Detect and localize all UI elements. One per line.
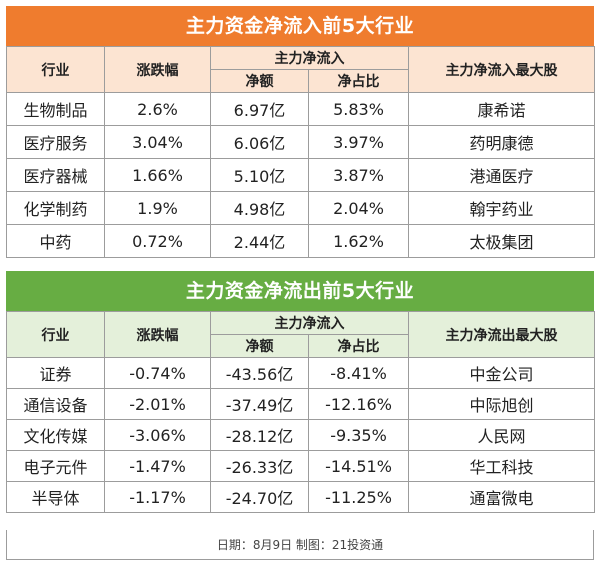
table-row: 文化传媒 -3.06% -28.12亿 -9.35% 人民网 [6,419,595,451]
cell-amount: -37.49亿 [210,388,309,420]
table-row: 医疗服务 3.04% 6.06亿 3.97% 药明康德 [6,125,595,159]
header-group: 主力净流入 [210,311,409,335]
cell-amount: 4.98亿 [210,191,309,225]
outflow-table: 行业 涨跌幅 主力净流入 主力净流出最大股 净额 净占比 证券 -0.74% -… [6,311,595,513]
cell-amount: 5.10亿 [210,158,309,192]
header-amount: 净额 [210,69,309,93]
header-group: 主力净流入 [210,46,409,70]
cell-industry: 电子元件 [6,450,105,482]
cell-industry: 医疗服务 [6,125,105,159]
inflow-title: 主力资金净流入前5大行业 [6,6,594,46]
inflow-header-row: 行业 涨跌幅 主力净流入 主力净流入最大股 [6,46,595,93]
cell-ratio: -11.25% [308,481,409,513]
cell-change: -3.06% [104,419,211,451]
cell-amount: 6.06亿 [210,125,309,159]
cell-amount: -26.33亿 [210,450,309,482]
cell-change: -1.47% [104,450,211,482]
cell-change: 1.66% [104,158,211,192]
cell-change: 1.9% [104,191,211,225]
footer-credit: 日期：8月9日 制图：21投资通 [6,530,594,560]
header-change: 涨跌幅 [104,46,211,93]
table-row: 证券 -0.74% -43.56亿 -8.41% 中金公司 [6,357,595,389]
cell-stock: 药明康德 [408,125,595,159]
cell-ratio: 1.62% [308,224,409,258]
cell-stock: 翰宇药业 [408,191,595,225]
cell-industry: 中药 [6,224,105,258]
table-row: 通信设备 -2.01% -37.49亿 -12.16% 中际旭创 [6,388,595,420]
cell-ratio: 3.87% [308,158,409,192]
header-industry: 行业 [6,311,105,358]
cell-ratio: 3.97% [308,125,409,159]
cell-change: 2.6% [104,92,211,126]
table-row: 化学制药 1.9% 4.98亿 2.04% 翰宇药业 [6,191,595,225]
cell-ratio: -8.41% [308,357,409,389]
cell-change: -1.17% [104,481,211,513]
cell-industry: 医疗器械 [6,158,105,192]
cell-ratio: 2.04% [308,191,409,225]
cell-stock: 中金公司 [408,357,595,389]
cell-stock: 华工科技 [408,450,595,482]
cell-ratio: -12.16% [308,388,409,420]
cell-stock: 康希诺 [408,92,595,126]
table-row: 医疗器械 1.66% 5.10亿 3.87% 港通医疗 [6,158,595,192]
outflow-subheader-row: 净额 净占比 [7,334,595,358]
cell-industry: 半导体 [6,481,105,513]
cell-stock: 太极集团 [408,224,595,258]
cell-industry: 证券 [6,357,105,389]
table-row: 电子元件 -1.47% -26.33亿 -14.51% 华工科技 [6,450,595,482]
cell-amount: -28.12亿 [210,419,309,451]
table-row: 中药 0.72% 2.44亿 1.62% 太极集团 [6,224,595,258]
cell-amount: 2.44亿 [210,224,309,258]
header-change: 涨跌幅 [104,311,211,358]
header-ratio: 净占比 [308,334,409,358]
outflow-section: 主力资金净流出前5大行业 行业 涨跌幅 主力净流入 主力净流出最大股 净额 净占… [6,271,595,513]
outflow-header-row: 行业 涨跌幅 主力净流入 主力净流出最大股 [6,311,595,358]
cell-amount: 6.97亿 [210,92,309,126]
table-row: 半导体 -1.17% -24.70亿 -11.25% 通富微电 [6,481,595,513]
cell-stock: 港通医疗 [408,158,595,192]
header-industry: 行业 [6,46,105,93]
cell-amount: -43.56亿 [210,357,309,389]
cell-ratio: -14.51% [308,450,409,482]
cell-industry: 生物制品 [6,92,105,126]
header-top-stock: 主力净流出最大股 [408,311,595,358]
cell-industry: 通信设备 [6,388,105,420]
cell-stock: 中际旭创 [408,388,595,420]
cell-amount: -24.70亿 [210,481,309,513]
header-ratio: 净占比 [308,69,409,93]
cell-stock: 通富微电 [408,481,595,513]
cell-change: 0.72% [104,224,211,258]
cell-change: 3.04% [104,125,211,159]
header-amount: 净额 [210,334,309,358]
header-top-stock: 主力净流入最大股 [408,46,595,93]
cell-ratio: 5.83% [308,92,409,126]
table-row: 生物制品 2.6% 6.97亿 5.83% 康希诺 [6,92,595,126]
cell-industry: 化学制药 [6,191,105,225]
cell-change: -2.01% [104,388,211,420]
outflow-title: 主力资金净流出前5大行业 [6,271,594,311]
inflow-section: 主力资金净流入前5大行业 行业 涨跌幅 主力净流入 主力净流入最大股 净额 净占… [6,6,595,258]
cell-industry: 文化传媒 [6,419,105,451]
cell-stock: 人民网 [408,419,595,451]
cell-ratio: -9.35% [308,419,409,451]
inflow-table: 行业 涨跌幅 主力净流入 主力净流入最大股 净额 净占比 生物制品 2.6% 6… [6,46,595,258]
cell-change: -0.74% [104,357,211,389]
